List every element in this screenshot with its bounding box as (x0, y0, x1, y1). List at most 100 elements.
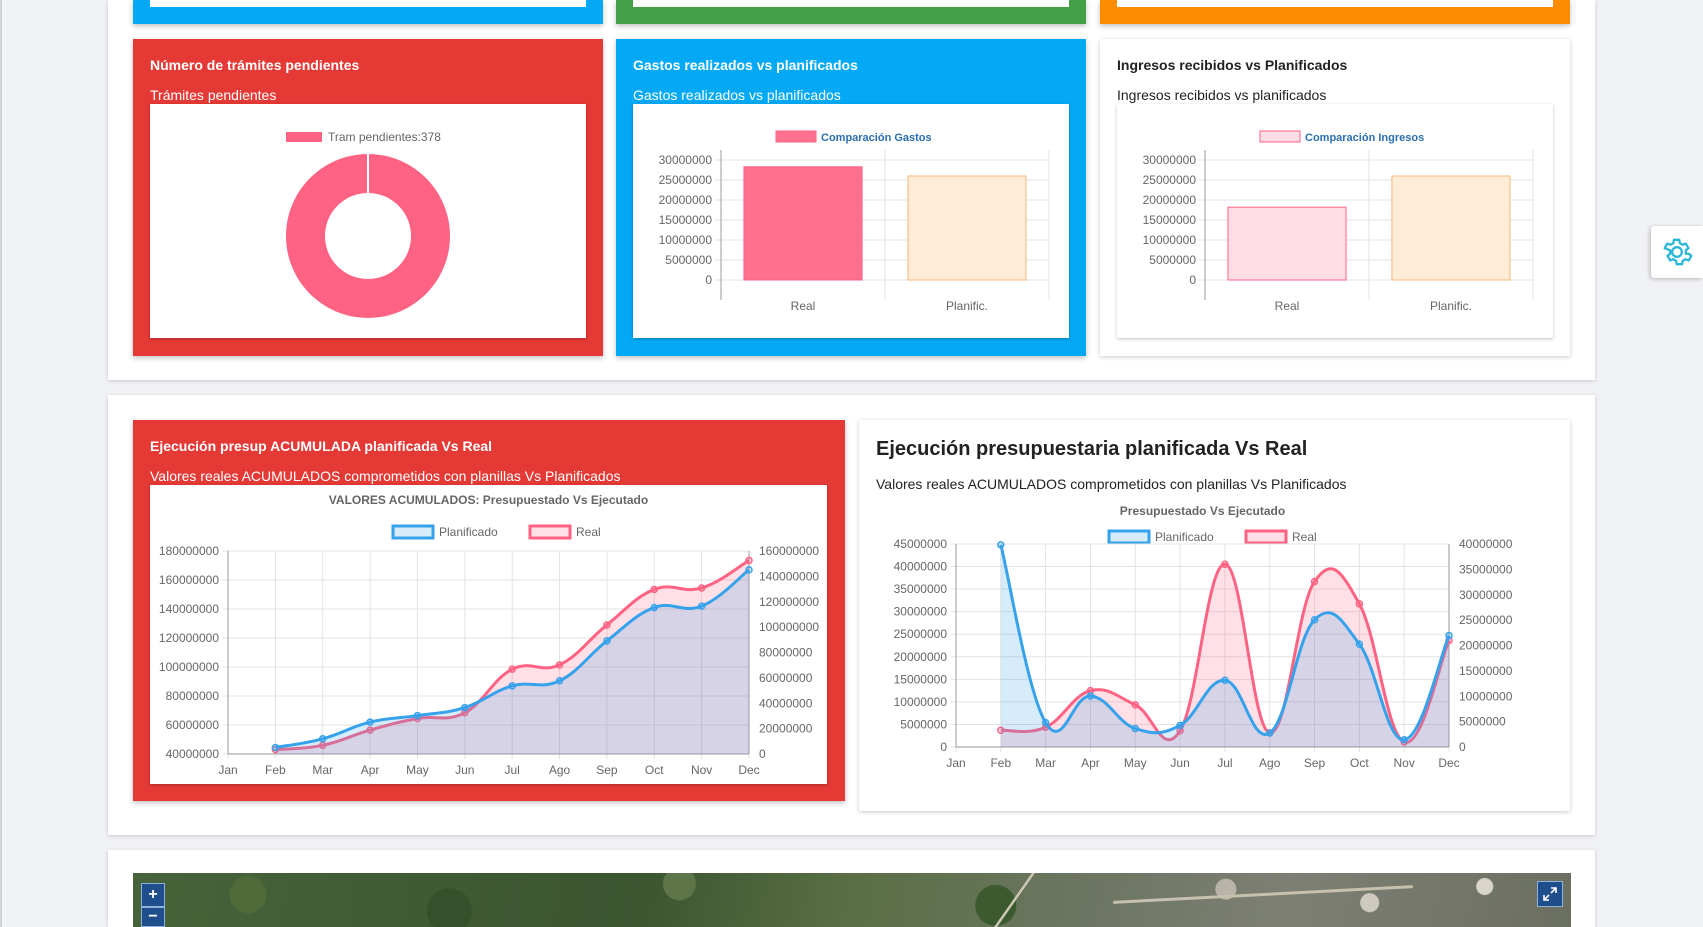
x-tick-label: Oct (645, 763, 664, 777)
y-tick-label: 100000000 (159, 660, 219, 674)
x-tick-label: Jan (946, 756, 965, 770)
legend-label: Comparación Ingresos (1305, 132, 1424, 144)
card-title: Número de trámites pendientes (150, 57, 360, 73)
series-line (275, 559, 750, 752)
legend-swatch (1259, 130, 1301, 143)
y-tick-label: 20000000 (659, 193, 713, 207)
series-line (1000, 562, 1451, 744)
plus-icon: + (148, 886, 158, 903)
legend-label: Planificado (439, 525, 498, 539)
y-tick-label: 180000000 (159, 544, 219, 558)
legend-label: Planificado (1155, 530, 1214, 544)
y-tick-label: 140000000 (159, 602, 219, 616)
data-point (650, 585, 659, 594)
x-tick-label: Jun (1170, 756, 1189, 770)
dashboard-panel-top: Número de trámites pendientes Trámites p… (108, 0, 1595, 380)
chart-svg: Comparación Gastos 30000000 25000000 200000… (659, 130, 1050, 313)
card-title: Ejecución presupuestaria planificada Vs … (876, 438, 1308, 460)
x-tick-label: Apr (361, 763, 380, 777)
y-right-tick-label: 0 (759, 747, 766, 761)
map-road (1113, 885, 1413, 904)
legend-swatch (1244, 529, 1288, 545)
series-line (999, 544, 1451, 742)
x-tick-label: Feb (265, 763, 286, 777)
card-subtitle: Trámites pendientes (150, 87, 277, 103)
series-line (275, 568, 750, 749)
x-tick-label: Dec (1438, 756, 1459, 770)
chart-ingresos[interactable]: Comparación Ingresos 30000000 25000000 2000… (1117, 104, 1553, 338)
chart-ejecucion[interactable]: Presupuestado Vs Ejecutado Planificado Rea… (869, 498, 1564, 788)
y-tick-label: 160000000 (159, 573, 219, 587)
data-point (1355, 600, 1364, 608)
chart-svg: Presupuestado Vs Ejecutado Planificado Rea… (894, 504, 1513, 770)
chart-title: VALORES ACUMULADOS: Presupuestado Vs Eje… (329, 493, 648, 507)
data-point (1221, 560, 1229, 569)
chart-gastos[interactable]: Comparación Gastos 30000000 25000000 200000… (633, 104, 1069, 338)
chart-svg: Comparación Ingresos 30000000 25000000 2000… (1143, 130, 1534, 313)
x-tick-label: Planific. (946, 299, 988, 313)
x-tick-label: Ago (1259, 756, 1281, 770)
data-point (650, 603, 659, 612)
data-point (603, 621, 611, 629)
x-tick-label: May (1124, 756, 1147, 770)
chart-tramites[interactable]: Tram pendientes:378 (150, 104, 586, 338)
y-tick-label: 40000000 (166, 747, 220, 761)
card-tramites: Número de trámites pendientes Trámites p… (133, 39, 603, 356)
y-right-tick-label: 120000000 (759, 595, 819, 609)
y-tick-label: 0 (1189, 273, 1196, 287)
data-point (1176, 721, 1184, 730)
x-tick-label: Real (1275, 299, 1300, 313)
y-tick-label: 30000000 (1143, 153, 1197, 167)
data-point (697, 584, 706, 592)
settings-button[interactable] (1651, 226, 1703, 278)
x-tick-label: Apr (1081, 756, 1100, 770)
y-tick-label: 5000000 (1149, 253, 1196, 267)
y-tick-label: 10000000 (659, 233, 713, 247)
legend-swatch (775, 130, 817, 143)
y-tick-label: 40000000 (894, 560, 948, 574)
y-right-tick-label: 30000000 (1459, 588, 1513, 602)
y-right-tick-label: 35000000 (1459, 562, 1513, 576)
card-subtitle: Valores reales ACUMULADOS comprometidos … (876, 476, 1347, 492)
y-tick-label: 5000000 (900, 717, 947, 731)
card-ejecucion: Ejecución presupuestaria planificada Vs … (859, 420, 1570, 811)
y-right-tick-label: 20000000 (1459, 639, 1513, 653)
x-tick-label: May (406, 763, 429, 777)
y-tick-label: 60000000 (166, 718, 220, 732)
chart-title: Presupuestado Vs Ejecutado (1120, 504, 1285, 518)
expand-icon (1543, 887, 1557, 901)
x-tick-label: Sep (1304, 756, 1326, 770)
x-tick-label: Nov (691, 763, 712, 777)
zoom-out-button[interactable]: − (141, 907, 165, 927)
data-point (745, 566, 753, 574)
series-area (1000, 544, 1449, 747)
card-gastos: Gastos realizados vs planificados Gastos… (616, 39, 1086, 356)
x-tick-label: Jun (455, 763, 474, 777)
y-tick-label: 0 (705, 273, 712, 287)
y-tick-label: 25000000 (659, 173, 713, 187)
y-tick-label: 20000000 (894, 650, 948, 664)
data-point (603, 637, 611, 645)
y-tick-label: 15000000 (1143, 213, 1197, 227)
data-point (1265, 729, 1274, 737)
data-point (508, 682, 516, 690)
y-tick-label: 15000000 (894, 672, 948, 686)
card-subtitle: Valores reales ACUMULADOS comprometidos … (150, 468, 621, 484)
legend-swatch (528, 524, 572, 540)
zoom-in-button[interactable]: + (141, 883, 165, 907)
chart-acumulada[interactable]: VALORES ACUMULADOS: Presupuestado Vs Eje… (150, 485, 827, 784)
satellite-map[interactable] (133, 873, 1571, 927)
y-right-tick-label: 100000000 (759, 620, 819, 634)
card-top-green (616, 0, 1086, 24)
data-point (1400, 736, 1408, 744)
data-point (271, 743, 280, 752)
y-tick-label: 15000000 (659, 213, 713, 227)
legend-label: Tram pendientes:378 (328, 130, 441, 144)
data-point (1355, 640, 1364, 648)
data-point (745, 556, 753, 565)
y-tick-label: 30000000 (659, 153, 713, 167)
card-subtitle: Ingresos recibidos vs planificados (1117, 87, 1327, 103)
card-title: Gastos realizados vs planificados (633, 57, 858, 73)
x-tick-label: Jan (218, 763, 237, 777)
fullscreen-button[interactable] (1537, 881, 1563, 907)
